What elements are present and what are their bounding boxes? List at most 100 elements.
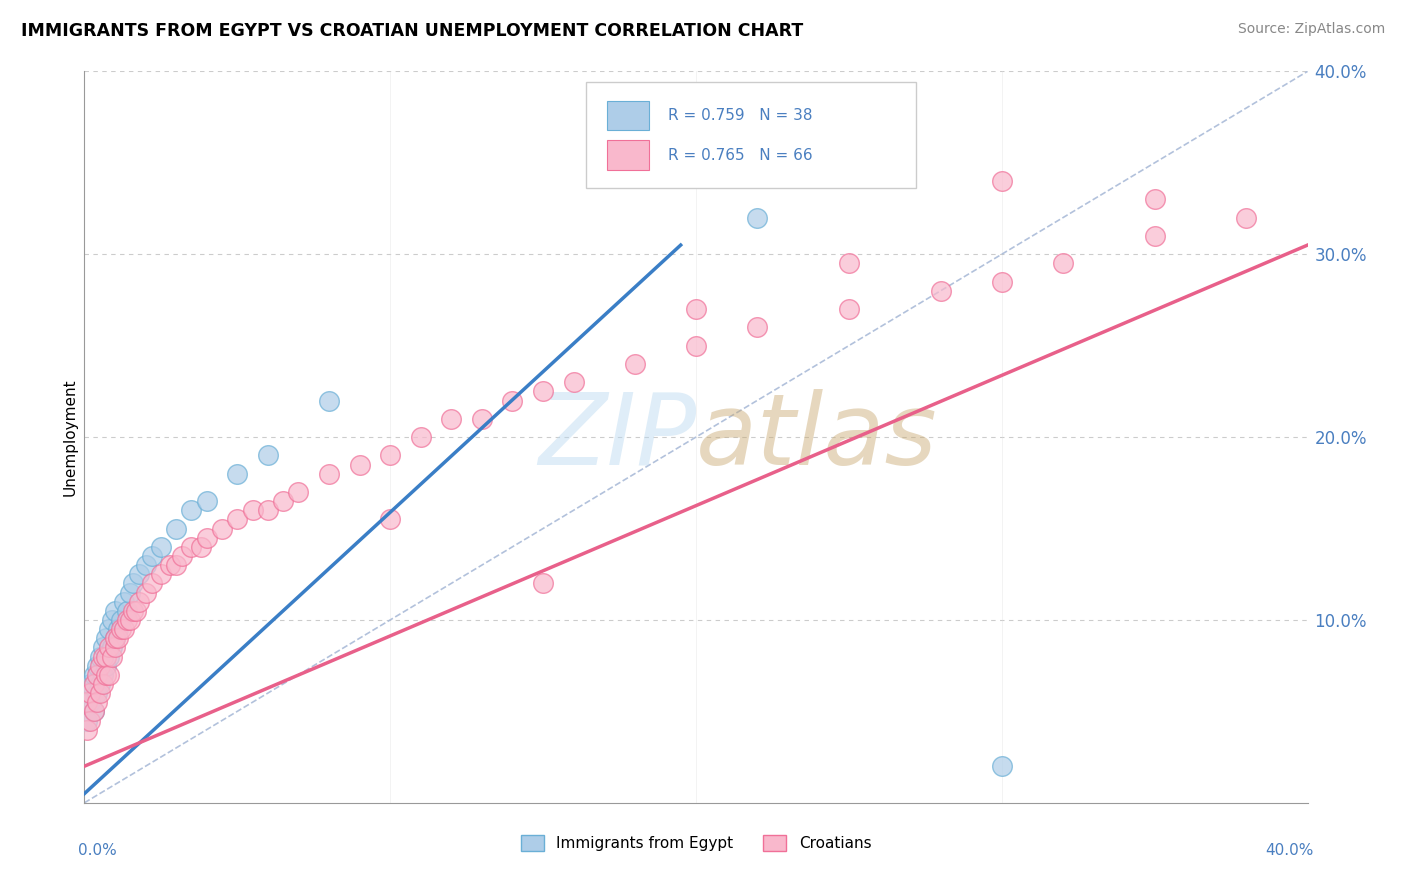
Point (747, 320, 769, 334)
FancyBboxPatch shape (606, 101, 650, 130)
Point (172, 549, 194, 563)
Point (195, 494, 218, 508)
Point (104, 604, 127, 618)
Point (128, 594, 150, 608)
Text: ZIP: ZIP (537, 389, 696, 485)
Point (502, 393, 524, 408)
Point (991, 759, 1014, 773)
FancyBboxPatch shape (586, 82, 917, 188)
Point (287, 485, 309, 500)
Point (110, 622, 132, 636)
Point (1236, 211, 1258, 225)
Point (101, 640, 124, 655)
Point (83, 705, 105, 719)
Text: R = 0.765   N = 66: R = 0.765 N = 66 (668, 147, 813, 162)
Point (94, 632, 117, 646)
Point (242, 503, 264, 517)
Point (180, 503, 202, 517)
Point (94, 667, 117, 681)
Point (318, 467, 340, 481)
Point (531, 576, 554, 591)
Point (94, 658, 117, 673)
Point (471, 412, 494, 426)
Point (91, 640, 114, 655)
Point (115, 613, 138, 627)
Point (79, 695, 101, 709)
Point (76, 714, 98, 728)
Point (349, 458, 371, 472)
Point (531, 384, 554, 399)
Point (91, 667, 114, 681)
Point (86, 686, 108, 700)
Point (271, 494, 294, 508)
Point (97, 640, 120, 655)
FancyBboxPatch shape (606, 140, 650, 169)
Point (86, 667, 108, 681)
Point (125, 604, 148, 618)
Point (83, 677, 105, 691)
Point (83, 667, 105, 681)
Point (149, 567, 172, 582)
Point (991, 275, 1014, 289)
Point (257, 448, 280, 462)
Point (149, 540, 172, 554)
Point (89, 677, 111, 691)
Point (226, 467, 249, 481)
Point (929, 284, 952, 298)
Point (79, 714, 101, 728)
Point (991, 174, 1014, 188)
Point (190, 540, 212, 554)
Point (128, 567, 150, 582)
Point (195, 531, 218, 545)
Point (562, 375, 585, 389)
Text: atlas: atlas (696, 389, 938, 485)
Point (165, 521, 187, 535)
Point (838, 301, 860, 317)
Point (135, 558, 157, 573)
Point (91, 677, 114, 691)
Point (97, 622, 120, 636)
Text: 0.0%: 0.0% (79, 843, 117, 858)
Point (122, 604, 145, 618)
Point (1143, 229, 1166, 244)
Text: R = 0.759   N = 38: R = 0.759 N = 38 (668, 108, 813, 123)
Point (135, 585, 157, 599)
Point (165, 558, 187, 573)
Point (76, 686, 98, 700)
Point (76, 695, 98, 709)
Point (97, 667, 120, 681)
Point (318, 393, 340, 408)
Point (104, 640, 127, 655)
Point (107, 622, 129, 636)
Point (112, 594, 135, 608)
Point (409, 430, 432, 444)
Point (89, 658, 111, 673)
Point (120, 613, 142, 627)
Text: 40.0%: 40.0% (1265, 843, 1313, 858)
Point (101, 613, 124, 627)
Point (685, 338, 707, 352)
Point (79, 686, 101, 700)
Point (380, 512, 402, 526)
Point (120, 585, 142, 599)
Legend: Immigrants from Egypt, Croatians: Immigrants from Egypt, Croatians (515, 829, 877, 857)
Point (86, 658, 108, 673)
Point (115, 604, 138, 618)
Point (838, 256, 860, 270)
Point (79, 677, 101, 691)
Point (89, 649, 111, 664)
Text: IMMIGRANTS FROM EGYPT VS CROATIAN UNEMPLOYMENT CORRELATION CHART: IMMIGRANTS FROM EGYPT VS CROATIAN UNEMPL… (21, 22, 803, 40)
Point (86, 695, 108, 709)
Point (1052, 256, 1074, 270)
Text: Source: ZipAtlas.com: Source: ZipAtlas.com (1237, 22, 1385, 37)
Point (141, 549, 163, 563)
Point (380, 448, 402, 462)
Point (110, 613, 132, 627)
Point (76, 723, 98, 737)
Point (104, 632, 127, 646)
Point (141, 576, 163, 591)
Point (747, 211, 769, 225)
Point (112, 622, 135, 636)
Point (101, 649, 124, 664)
Point (89, 686, 111, 700)
